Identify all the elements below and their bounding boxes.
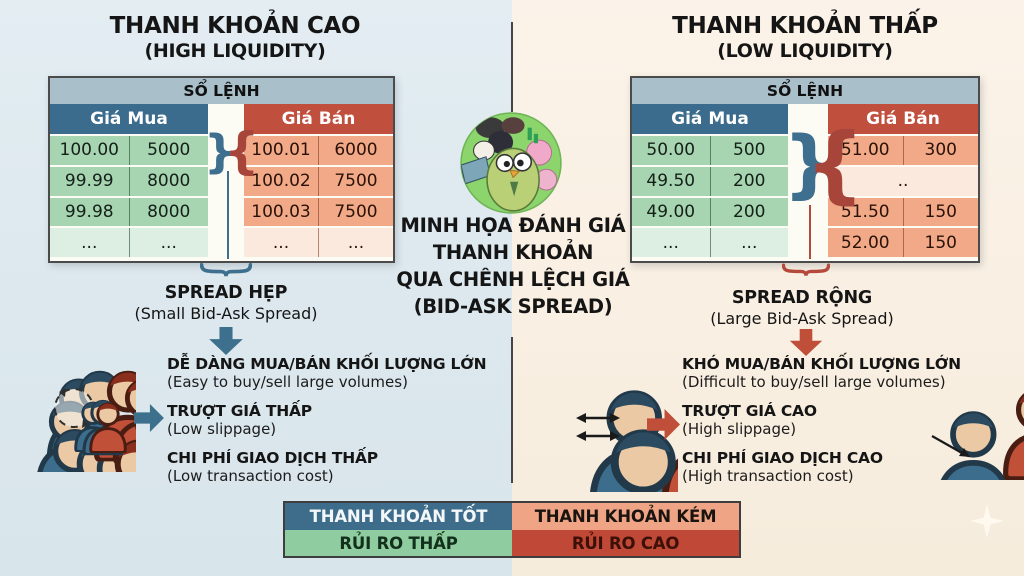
summary-cell-low-risk: RỦI RO THẤP <box>285 530 512 556</box>
table-row: 100.01 6000 <box>244 136 393 165</box>
table-row: ...... <box>50 228 208 257</box>
buy-column: Giá Mua 50.00 500 49.50 200 49.00 200 .....… <box>632 104 788 257</box>
table-row: 51.50 150 <box>828 197 978 227</box>
spread-line <box>808 205 811 259</box>
drawbacks-list-right: KHÓ MUA/BÁN KHỐI LƯỢNG LỚN (Difficult to… <box>682 355 1017 496</box>
table-row: 49.50 200 <box>632 166 788 196</box>
list-item: TRƯỢT GIÁ THẤP (Low slippage) <box>167 402 312 438</box>
sell-column: Giá Bán 100.01 6000 100.02 7500 100.03 7500… <box>244 104 393 257</box>
list-item: KHÓ MUA/BÁN KHỐI LƯỢNG LỚN (Difficult to… <box>682 355 961 391</box>
list-item: TRƯỢT GIÁ CAO (High slippage) <box>682 402 817 438</box>
left-title-main: THANH KHOẢN CAO <box>109 13 361 39</box>
caption-line: QUA CHÊNH LỆCH GIÁ <box>396 268 630 291</box>
left-title: THANH KHOẢN CAO (HIGH LIQUIDITY) <box>45 12 425 63</box>
summary-table: THANH KHOẢN TỐT THANH KHOẢN KÉM RỦI RO T… <box>283 501 741 558</box>
table-row: 99.99 8000 <box>50 166 208 196</box>
spread-subtitle: (Small Bid-Ask Spread) <box>134 304 318 323</box>
right-arrow-icon <box>134 404 164 432</box>
caption-line: MINH HỌA ĐÁNH GIÁ <box>400 214 626 237</box>
spread-title: SPREAD RỘNG <box>731 288 873 308</box>
table-row: 50.00 500 <box>632 136 788 165</box>
center-divider-top <box>510 22 513 112</box>
spread-label-right: SPREAD RỘNG (Large Bid-Ask Spread) <box>652 288 952 328</box>
spread-line <box>226 171 229 259</box>
people-exchange-icon <box>576 382 678 492</box>
order-book-header: SỔ LỆNH <box>632 78 978 104</box>
buy-header: Giá Mua <box>50 104 208 134</box>
spread-subtitle: (Large Bid-Ask Spread) <box>710 309 894 328</box>
table-row: ...... <box>632 228 788 257</box>
summary-cell-bad-liquidity: THANH KHOẢN KÉM <box>512 503 739 530</box>
right-arrow-icon <box>647 409 680 440</box>
table-row: 49.00 200 <box>632 197 788 227</box>
spread-gap <box>788 104 828 257</box>
buy-column: Giá Mua 100.00 5000 99.99 8000 99.98 8000 .… <box>50 104 208 257</box>
list-item: CHI PHÍ GIAO DỊCH THẤP (Low transaction … <box>167 449 378 485</box>
table-row: 100.02 7500 <box>244 166 393 196</box>
summary-cell-good-liquidity: THANH KHOẢN TỐT <box>285 503 512 530</box>
people-scattered-icon <box>931 384 1024 480</box>
sell-header: Giá Bán <box>828 104 978 134</box>
table-row: 99.98 8000 <box>50 197 208 227</box>
center-divider-middle <box>510 337 513 483</box>
order-book-header: SỔ LỆNH <box>50 78 393 104</box>
mascot-logo <box>457 111 565 215</box>
table-row: 100.03 7500 <box>244 197 393 227</box>
table-row: 100.00 5000 <box>50 136 208 165</box>
table-row-ellipsis: .. <box>828 166 978 196</box>
crowd-circle-icon <box>12 366 136 472</box>
down-arrow-icon <box>209 327 243 355</box>
left-title-sub: (HIGH LIQUIDITY) <box>144 40 326 62</box>
order-book-high-liquidity: SỔ LỆNH Giá Mua 100.00 5000 99.99 8000 99.… <box>48 76 395 263</box>
benefits-list-left: DỄ DÀNG MUA/BÁN KHỐI LƯỢNG LỚN (Easy to … <box>167 355 512 496</box>
right-title-sub: (LOW LIQUIDITY) <box>717 40 893 62</box>
buy-header: Giá Mua <box>632 104 788 134</box>
right-title-main: THANH KHOẢN THẤP <box>672 13 938 39</box>
sell-header: Giá Bán <box>244 104 393 134</box>
underbrace-right <box>782 263 830 276</box>
table-row: 52.00 150 <box>828 228 978 257</box>
caption-line: (BID-ASK SPREAD) <box>413 295 613 318</box>
center-caption: MINH HỌA ĐÁNH GIÁ THANH KHOẢN QUA CHÊNH … <box>374 212 652 320</box>
list-item: DỄ DÀNG MUA/BÁN KHỐI LƯỢNG LỚN (Easy to … <box>167 355 487 391</box>
underbrace-left <box>200 262 252 277</box>
caption-line: THANH KHOẢN <box>432 241 594 264</box>
down-arrow-icon <box>789 329 823 356</box>
spread-title: SPREAD HẸP <box>164 283 288 303</box>
summary-cell-high-risk: RỦI RO CAO <box>512 530 739 556</box>
order-book-low-liquidity: SỔ LỆNH Giá Mua 50.00 500 49.50 200 49.00 2… <box>630 76 980 263</box>
spread-label-left: SPREAD HẸP (Small Bid-Ask Spread) <box>76 283 376 323</box>
sell-column: Giá Bán 51.00 300 .. 51.50 150 52.00 150 <box>828 104 978 257</box>
spread-gap <box>208 104 244 257</box>
list-item: CHI PHÍ GIAO DỊCH CAO (High transaction … <box>682 449 883 485</box>
table-row: ...... <box>244 228 393 257</box>
right-title: THANH KHOẢN THẤP (LOW LIQUIDITY) <box>615 12 995 63</box>
table-row: 51.00 300 <box>828 136 978 165</box>
